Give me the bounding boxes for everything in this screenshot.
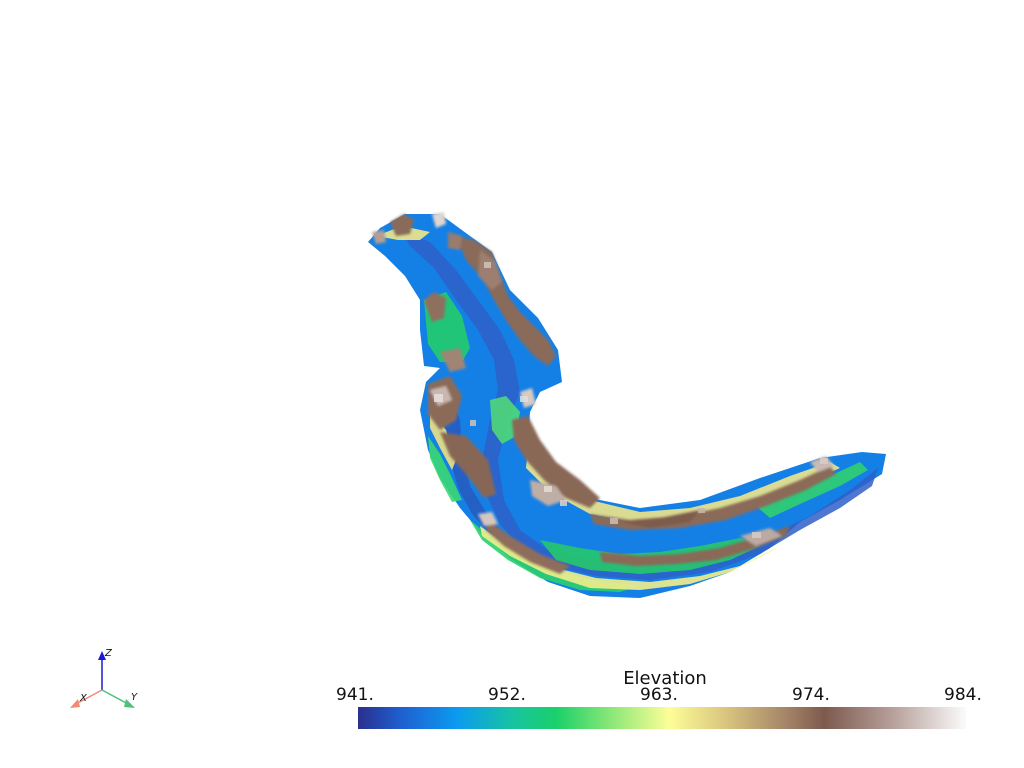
z-axis-label: Z xyxy=(104,648,113,659)
orientation-axes-widget: Z X Y xyxy=(70,648,138,708)
x-axis-line xyxy=(75,689,103,705)
x-axis-label: X xyxy=(79,693,88,704)
scalar-bar-tick-label: 984. xyxy=(944,685,982,705)
scalar-bar-tick-label: 974. xyxy=(792,685,830,705)
scalar-bar-gradient xyxy=(358,707,966,729)
terrain-peaks xyxy=(372,212,836,574)
scalar-bar-tick-label: 941. xyxy=(336,685,374,705)
z-axis-arrowhead xyxy=(98,651,106,660)
y-axis-arrowhead xyxy=(124,699,135,708)
x-axis-arrowhead xyxy=(70,699,80,708)
terrain-highlights xyxy=(434,262,828,538)
scalar-bar-tick-label: 952. xyxy=(488,685,526,705)
y-axis-label: Y xyxy=(131,692,138,703)
y-axis-line xyxy=(101,689,129,705)
scalar-bar-tick-label: 963. xyxy=(640,685,678,705)
scalar-bar-title: Elevation xyxy=(623,668,707,689)
